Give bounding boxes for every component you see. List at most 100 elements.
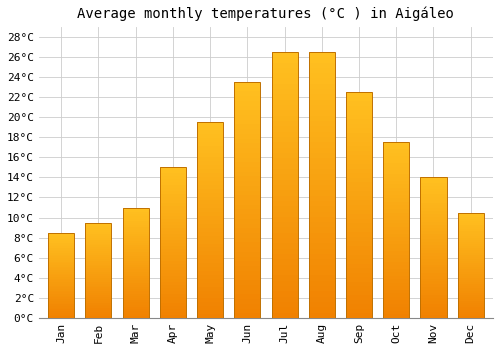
Bar [346,110,372,115]
Bar [346,205,372,210]
Bar [420,309,446,312]
Bar [308,174,335,180]
Bar [346,273,372,277]
Bar [346,264,372,268]
Bar [122,241,148,243]
Bar [86,286,112,287]
Bar [272,132,297,137]
Bar [420,270,446,273]
Bar [458,270,483,272]
Bar [234,209,260,214]
Bar [458,267,483,270]
Bar [48,277,74,279]
Bar [383,160,409,163]
Bar [86,223,112,224]
Bar [48,270,74,272]
Bar [86,310,112,312]
Bar [383,314,409,318]
Bar [234,144,260,148]
Bar [272,307,297,313]
Bar [197,197,223,201]
Bar [86,270,112,272]
Bar [86,265,112,266]
Bar [86,261,112,262]
Bar [197,122,223,126]
Bar [160,312,186,315]
Bar [86,295,112,297]
Bar [383,170,409,174]
Bar [48,294,74,296]
Bar [383,191,409,195]
Bar [234,271,260,275]
Bar [420,225,446,228]
Bar [86,245,112,247]
Bar [272,244,297,249]
Bar [420,219,446,222]
Bar [458,309,483,312]
Bar [197,224,223,228]
Bar [160,218,186,222]
Bar [308,105,335,110]
Bar [197,255,223,259]
Bar [272,254,297,259]
Bar [86,274,112,276]
Bar [234,167,260,172]
Bar [160,243,186,246]
Bar [383,262,409,265]
Bar [234,308,260,313]
Bar [346,146,372,151]
Bar [346,196,372,201]
Bar [160,300,186,303]
Bar [48,268,74,270]
Bar [122,272,148,274]
Bar [272,313,297,318]
Bar [458,288,483,290]
Bar [197,294,223,298]
Bar [346,137,372,142]
Bar [458,244,483,246]
Bar [197,310,223,314]
Bar [86,244,112,245]
Bar [234,224,260,228]
Bar [122,214,148,216]
Bar [420,279,446,281]
Bar [272,291,297,297]
Bar [234,294,260,299]
Bar [458,297,483,299]
Bar [346,300,372,304]
Bar [48,301,74,303]
Bar [272,89,297,94]
Bar [458,314,483,316]
Bar [383,219,409,223]
Bar [197,232,223,236]
Bar [346,259,372,264]
Bar [458,278,483,280]
Bar [383,226,409,230]
Bar [48,260,74,261]
Bar [86,307,112,308]
Bar [160,309,186,312]
Bar [383,184,409,188]
Bar [197,244,223,247]
Bar [346,250,372,255]
Bar [383,181,409,184]
Bar [383,244,409,248]
Bar [346,155,372,160]
Bar [420,183,446,186]
Bar [86,257,112,259]
Bar [308,73,335,78]
Bar [420,293,446,295]
Bar [122,270,148,272]
Bar [197,138,223,142]
Bar [420,315,446,318]
Bar [272,52,297,318]
Bar [420,177,446,180]
Bar [308,238,335,244]
Bar [160,167,186,170]
Bar [197,314,223,318]
Bar [160,285,186,288]
Bar [458,248,483,251]
Bar [86,287,112,289]
Bar [234,195,260,200]
Bar [197,290,223,294]
